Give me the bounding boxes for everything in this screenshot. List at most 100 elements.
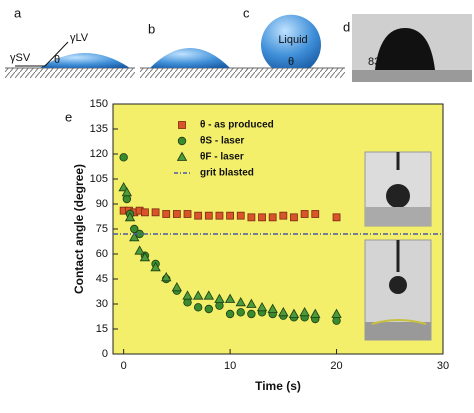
y-tick-label: 90 bbox=[96, 198, 108, 210]
theta: θ bbox=[288, 56, 294, 68]
inset-substrate bbox=[365, 322, 431, 340]
marker-square bbox=[226, 211, 234, 220]
droplet bbox=[150, 48, 230, 68]
droplet bbox=[261, 14, 322, 69]
marker-triangle bbox=[203, 290, 214, 300]
marker-circle bbox=[119, 153, 128, 162]
y-tick-label: 105 bbox=[90, 173, 108, 185]
marker-square bbox=[204, 211, 213, 220]
marker-circle bbox=[236, 308, 245, 317]
panel-label: d bbox=[343, 19, 350, 34]
marker-circle bbox=[247, 309, 256, 319]
photo-droplet bbox=[375, 28, 435, 70]
marker-circle bbox=[204, 304, 214, 314]
marker-square bbox=[258, 213, 266, 222]
marker-triangle bbox=[235, 297, 246, 307]
marker-circle bbox=[225, 309, 235, 319]
y-tick-label: 0 bbox=[102, 348, 108, 360]
marker-square bbox=[268, 213, 277, 222]
marker-circle bbox=[122, 194, 132, 204]
y-tick-label: 45 bbox=[96, 273, 108, 285]
legend-label: grit blasted bbox=[200, 168, 254, 179]
chart: 0 15 30 45 60 75 90 105 120 135 150 0 10 20 30 Time (s)… bbox=[72, 98, 449, 393]
y-axis-label: Contact angle (degree) bbox=[72, 164, 86, 294]
marker-square bbox=[300, 210, 309, 218]
marker-square bbox=[332, 213, 341, 222]
marker-square bbox=[290, 213, 298, 222]
inset-film bbox=[371, 319, 427, 325]
marker-square bbox=[178, 121, 186, 129]
marker-square bbox=[183, 210, 192, 218]
legend-label: θS - laser bbox=[200, 136, 244, 147]
marker-triangle bbox=[224, 293, 236, 303]
marker-circle bbox=[215, 301, 224, 310]
marker-square bbox=[194, 211, 203, 220]
marker-square bbox=[247, 213, 256, 222]
marker-triangle bbox=[192, 290, 204, 300]
marker-circle bbox=[332, 316, 341, 325]
surface bbox=[245, 68, 345, 78]
marker-square bbox=[311, 210, 320, 218]
marker-triangle bbox=[124, 212, 136, 222]
y-tick-label: 135 bbox=[90, 123, 108, 135]
x-axis-label: Time (s) bbox=[255, 379, 301, 393]
marker-triangle bbox=[267, 303, 278, 313]
marker-triangle bbox=[129, 232, 140, 242]
y-tick-label: 150 bbox=[90, 98, 108, 110]
marker-triangle bbox=[214, 293, 225, 303]
marker-square bbox=[162, 210, 171, 218]
marker-triangle bbox=[299, 307, 310, 317]
marker-triangle bbox=[139, 252, 151, 262]
marker-triangle bbox=[176, 151, 188, 161]
marker-triangle bbox=[256, 302, 268, 312]
inset-substrate bbox=[365, 207, 431, 226]
surface bbox=[5, 68, 135, 78]
marker-triangle bbox=[331, 308, 342, 318]
vector bbox=[44, 41, 69, 67]
x-tick-label: 0 bbox=[121, 360, 127, 372]
marker-triangle bbox=[171, 282, 183, 292]
surface bbox=[140, 68, 250, 78]
photo-substrate bbox=[352, 70, 472, 82]
marker-triangle bbox=[134, 245, 145, 255]
marker-triangle bbox=[310, 308, 321, 318]
x-tick-label: 10 bbox=[224, 360, 236, 372]
panel-b: b bbox=[140, 21, 250, 78]
marker-triangle bbox=[150, 262, 161, 272]
panel-label: a bbox=[14, 5, 22, 20]
x-tick-label: 30 bbox=[437, 360, 449, 372]
marker-triangle bbox=[278, 307, 289, 317]
liquid-label: Liquid bbox=[278, 34, 307, 46]
y-tick-label: 60 bbox=[96, 248, 108, 260]
droplet bbox=[40, 53, 130, 68]
gamma-lv: γLV bbox=[70, 32, 89, 44]
marker-square bbox=[141, 208, 149, 217]
panel-label: c bbox=[243, 5, 250, 20]
legend-label: θ - as produced bbox=[200, 120, 274, 131]
panel-label: b bbox=[148, 21, 155, 36]
legend-label: θF - laser bbox=[200, 152, 244, 163]
marker-square bbox=[151, 208, 160, 217]
marker-square bbox=[279, 211, 288, 220]
marker-circle bbox=[183, 298, 192, 307]
marker-triangle bbox=[161, 272, 172, 282]
gamma-sv: γSV bbox=[10, 52, 31, 64]
marker-square bbox=[215, 211, 224, 220]
inset-droplet bbox=[389, 276, 407, 294]
marker-triangle bbox=[246, 298, 257, 308]
marker-circle bbox=[177, 136, 187, 146]
theta: θ bbox=[54, 54, 60, 66]
x-tick-label: 20 bbox=[330, 360, 342, 372]
marker-circle bbox=[193, 303, 203, 312]
marker-triangle bbox=[288, 308, 300, 318]
inset-droplet bbox=[386, 184, 410, 208]
marker-triangle bbox=[182, 290, 193, 300]
panel-label: e bbox=[65, 109, 72, 124]
y-tick-label: 75 bbox=[96, 223, 108, 235]
panel-c: c Liquid θ bbox=[243, 5, 345, 78]
y-tick-label: 15 bbox=[96, 323, 108, 335]
marker-triangle bbox=[121, 187, 133, 197]
panel-d: d 83° bbox=[343, 14, 472, 82]
marker-square bbox=[172, 210, 181, 218]
